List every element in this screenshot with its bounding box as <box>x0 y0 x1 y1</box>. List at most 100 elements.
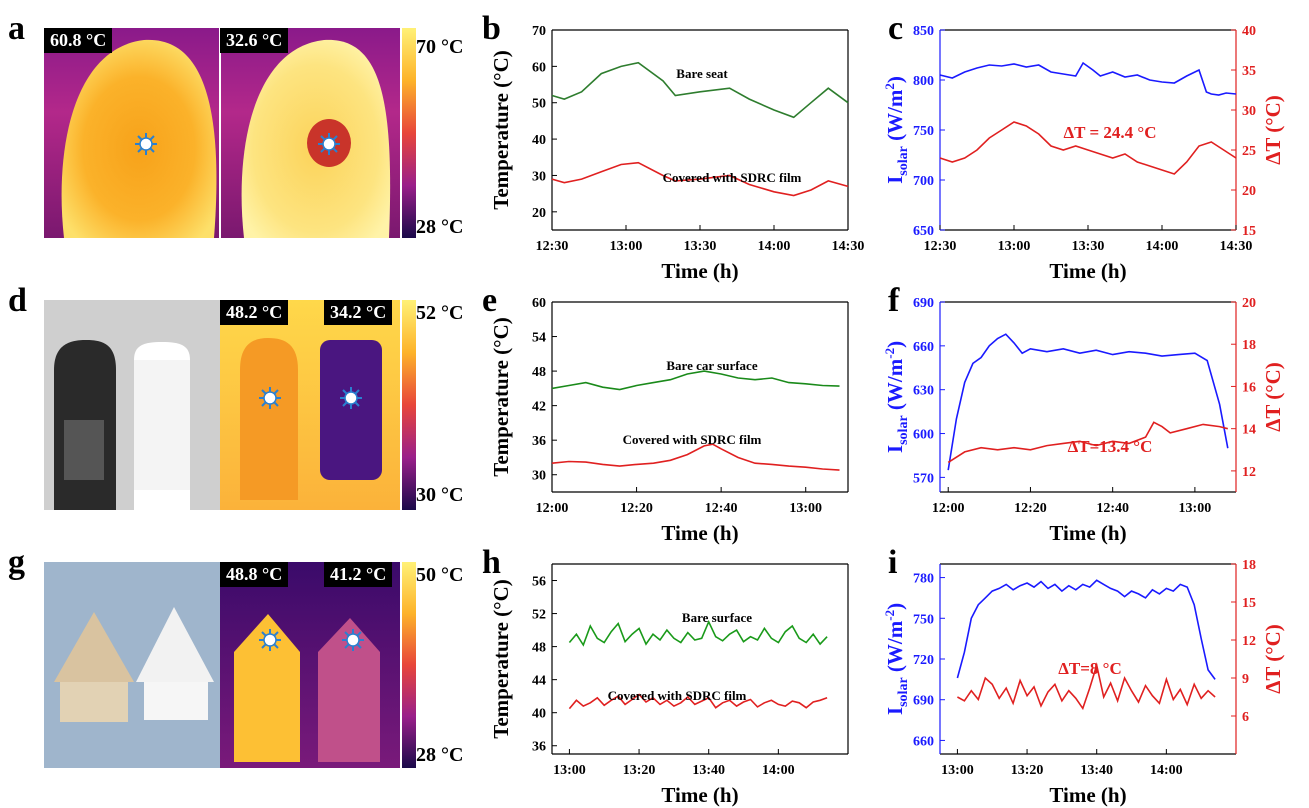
thermal-temp-label: 60.8 °C <box>44 28 113 53</box>
photo-houses <box>44 562 220 768</box>
scale-min-label: 28 °C <box>416 216 464 238</box>
y-tick-label: 36 <box>532 434 546 449</box>
x-tick-label: 12:20 <box>1014 501 1047 516</box>
y-axis-label: Isolar (W/m-2) <box>882 603 911 715</box>
y-tick-label: 20 <box>532 206 546 221</box>
y-tick-label: 50 <box>532 97 546 112</box>
y-tick-label: 30 <box>532 169 546 184</box>
scale-max-label: 70 °C <box>416 36 464 58</box>
x-axis-label: Time (h) <box>1049 259 1126 283</box>
x-tick-label: 14:30 <box>1220 239 1253 254</box>
x-tick-label: 14:00 <box>1150 763 1183 778</box>
x-tick-label: 14:00 <box>758 239 791 254</box>
x-tick-label: 13:20 <box>623 763 656 778</box>
sun-icon <box>258 386 282 410</box>
y2-tick-label: 18 <box>1242 338 1256 353</box>
panel-letter-e: e <box>482 282 498 319</box>
thermal-image-cars: 48.2 °C 34.2 °C <box>220 300 400 510</box>
series-line-1 <box>551 443 840 471</box>
y2-tick-label: 12 <box>1242 634 1256 649</box>
sun-icon <box>258 628 282 652</box>
color-scale-bar <box>402 562 416 768</box>
y-tick-label: 850 <box>913 24 934 39</box>
x-axis-label: Time (h) <box>1049 783 1126 807</box>
x-tick-label: 14:00 <box>1146 239 1179 254</box>
series-line-0 <box>551 370 840 391</box>
thermal-image-seat: 60.8 °C 32.6 °C <box>44 28 400 238</box>
panel-letter-i: i <box>888 544 898 581</box>
annotation-label: Covered with SDRC film <box>608 688 747 703</box>
x-tick-label: 12:00 <box>932 501 965 516</box>
y2-tick-label: 18 <box>1242 558 1256 573</box>
series-line-0 <box>568 619 828 647</box>
panel-letter-c: c <box>888 10 904 47</box>
annotation-label: Bare seat <box>676 66 728 81</box>
panel-letter-d: d <box>8 282 27 319</box>
x-tick-label: 12:40 <box>1096 501 1129 516</box>
annotation-label: ΔT=13.4 °C <box>1068 437 1153 456</box>
y-tick-label: 780 <box>913 572 934 587</box>
y2-tick-label: 40 <box>1242 24 1256 39</box>
thermal-temp-label: 48.2 °C <box>220 300 289 325</box>
y-tick-label: 600 <box>913 428 934 443</box>
x-axis-label: Time (h) <box>661 783 738 807</box>
x-tick-label: 13:30 <box>1072 239 1105 254</box>
y-tick-label: 570 <box>913 471 934 486</box>
thermal-temp-label: 41.2 °C <box>324 562 393 587</box>
series-line-1 <box>947 421 1228 464</box>
annotation-label: Bare surface <box>682 610 752 625</box>
panel-letter-g: g <box>8 544 25 581</box>
sun-icon <box>134 132 158 156</box>
x-tick-label: 12:40 <box>705 501 738 516</box>
sun-icon <box>339 386 363 410</box>
y-tick-label: 750 <box>913 612 934 627</box>
x-axis-label: Time (h) <box>1049 521 1126 545</box>
x-tick-label: 14:00 <box>762 763 795 778</box>
y2-tick-label: 15 <box>1242 224 1256 239</box>
y-tick-label: 54 <box>532 331 546 346</box>
sun-icon <box>317 132 341 156</box>
series-line-0 <box>551 61 849 119</box>
x-tick-label: 13:00 <box>789 501 822 516</box>
panel-letter-h: h <box>482 544 501 581</box>
y2-axis-label: ΔT (°C) <box>1261 624 1285 694</box>
y-tick-label: 690 <box>913 694 934 709</box>
x-tick-label: 12:20 <box>620 501 653 516</box>
annotation-label: Covered with SDRC film <box>663 170 802 185</box>
x-tick-label: 13:20 <box>1011 763 1044 778</box>
y2-tick-label: 25 <box>1242 144 1256 159</box>
x-tick-label: 13:40 <box>692 763 725 778</box>
y2-tick-label: 9 <box>1242 672 1249 687</box>
panel-letter-f: f <box>888 282 900 319</box>
x-axis-label: Time (h) <box>661 259 738 283</box>
y-axis-label: Temperature (°C) <box>489 317 513 476</box>
scale-max-label: 50 °C <box>416 564 464 586</box>
y2-axis-label: ΔT (°C) <box>1261 95 1285 165</box>
thermal-temp-label: 34.2 °C <box>324 300 393 325</box>
scale-min-label: 30 °C <box>416 484 464 506</box>
y2-tick-label: 16 <box>1242 380 1256 395</box>
y-tick-label: 70 <box>532 24 546 39</box>
x-tick-label: 14:30 <box>832 239 865 254</box>
annotation-label: ΔT = 24.4 °C <box>1064 123 1157 142</box>
chart-b: 12:30 13:00 13:30 14:00 14:30 20 30 40 50 60 70 Tim… <box>489 24 865 283</box>
y-tick-label: 48 <box>532 365 546 380</box>
series-line-1 <box>568 693 828 710</box>
series-line-1 <box>551 161 849 197</box>
y-tick-label: 690 <box>913 296 934 311</box>
scale-max-label: 52 °C <box>416 302 464 324</box>
y-tick-label: 30 <box>532 469 546 484</box>
y-tick-label: 40 <box>532 133 546 148</box>
y2-tick-label: 35 <box>1242 64 1256 79</box>
y-tick-label: 800 <box>913 74 934 89</box>
y2-tick-label: 14 <box>1242 423 1256 438</box>
y-axis-label: Isolar (W/m-2) <box>882 341 911 453</box>
x-tick-label: 13:30 <box>684 239 717 254</box>
annotation-label: Covered with SDRC film <box>623 432 762 447</box>
y-axis-label: Temperature (°C) <box>489 579 513 738</box>
photo-cars <box>44 300 220 510</box>
y-axis-label: Temperature (°C) <box>489 50 513 209</box>
y2-tick-label: 15 <box>1242 596 1256 611</box>
y2-tick-label: 12 <box>1242 465 1256 480</box>
y-tick-label: 720 <box>913 653 934 668</box>
